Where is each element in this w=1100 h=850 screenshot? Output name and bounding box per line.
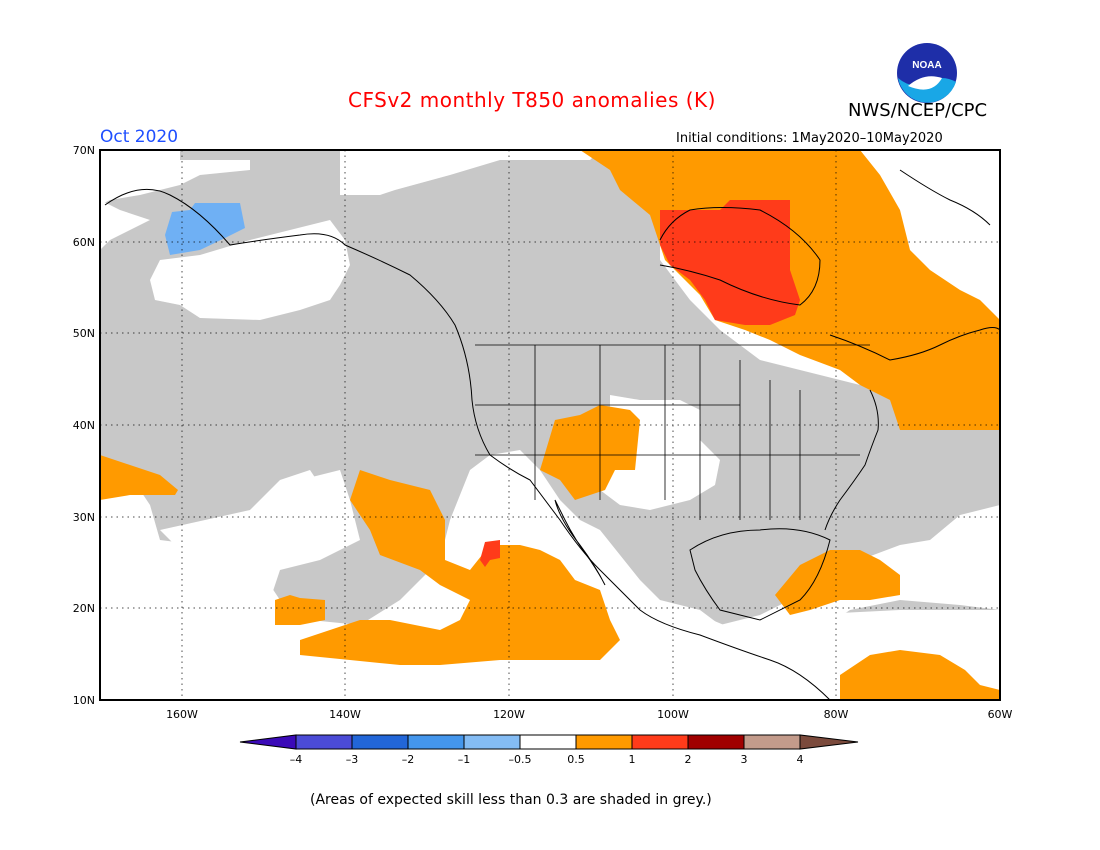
lat-label: 10N: [73, 694, 95, 707]
noaa-logo-icon: NOAA: [897, 43, 957, 103]
lon-label: 80W: [824, 708, 849, 721]
legend-swatch: [575, 734, 633, 750]
lat-label: 40N: [73, 419, 95, 432]
chart-title: CFSv2 monthly T850 anomalies (K): [348, 88, 716, 112]
lat-label: 60N: [73, 236, 95, 249]
lat-label: 50N: [73, 327, 95, 340]
legend-swatch: [631, 734, 689, 750]
state-borders: [475, 344, 870, 520]
coastlines: [104, 169, 1001, 701]
lon-label: 160W: [166, 708, 198, 721]
noaa-logo: NOAA: [896, 42, 958, 104]
lon-label: 60W: [988, 708, 1013, 721]
skill-footnote: (Areas of expected skill less than 0.3 a…: [310, 792, 712, 808]
legend-swatch: [407, 734, 465, 750]
lon-label: 120W: [493, 708, 525, 721]
lat-label: 30N: [73, 511, 95, 524]
legend-label: –0.5: [509, 753, 532, 766]
legend-swatch: [351, 734, 409, 750]
legend-label: –1: [458, 753, 471, 766]
legend-label: –3: [346, 753, 359, 766]
lon-labels: 160W 140W 120W 100W 80W 60W: [166, 708, 1012, 721]
initial-conditions: Initial conditions: 1May2020–10May2020: [676, 131, 943, 146]
lat-labels: 70N 60N 50N 40N 30N 20N 10N: [73, 144, 95, 707]
legend-label: 3: [741, 753, 748, 766]
lat-label: 20N: [73, 602, 95, 615]
legend-label: –2: [402, 753, 415, 766]
legend-swatch: [799, 734, 859, 750]
legend-swatches: [239, 734, 859, 750]
agency-label: NWS/NCEP/CPC: [848, 100, 988, 121]
logo-text: NOAA: [912, 60, 941, 71]
anomaly-red: [480, 200, 800, 567]
legend-label: 4: [797, 753, 804, 766]
lon-label: 100W: [657, 708, 689, 721]
valid-month: Oct 2020: [100, 127, 179, 147]
lat-label: 70N: [73, 144, 95, 157]
anomaly-lightblue: [165, 203, 245, 255]
legend-swatch: [519, 734, 577, 750]
legend-swatch: [687, 734, 745, 750]
legend-swatch: [743, 734, 801, 750]
legend-label: 1: [629, 753, 636, 766]
map-frame: [99, 149, 1001, 701]
legend-label: 2: [685, 753, 692, 766]
lon-label: 140W: [329, 708, 361, 721]
legend-labels: –4 –3 –2 –1 –0.5 0.5 1 2 3 4: [290, 753, 804, 766]
legend-swatch: [463, 734, 521, 750]
legend-label: –4: [290, 753, 303, 766]
graticule: [100, 150, 1000, 700]
legend-swatch: [239, 734, 297, 750]
legend-swatch: [295, 734, 353, 750]
legend-label: 0.5: [567, 753, 585, 766]
